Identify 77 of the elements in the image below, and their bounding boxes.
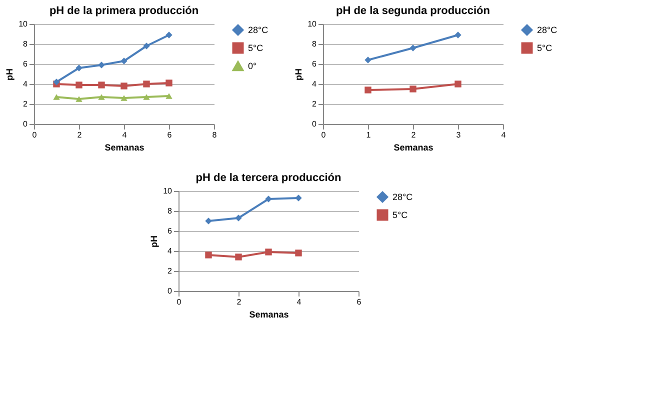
y-tick-label: 8	[168, 206, 173, 216]
point	[364, 56, 372, 64]
legend-label: 28°C	[537, 25, 558, 35]
legend-label: 28°C	[248, 25, 269, 35]
point	[120, 58, 128, 64]
point	[143, 42, 150, 50]
point	[143, 80, 150, 88]
y-tick-label: 0	[23, 120, 28, 128]
point	[120, 95, 128, 101]
y-tick-label: 10	[163, 186, 173, 196]
x-tick-label: 4	[122, 130, 128, 140]
x-tick-label: 0	[321, 130, 326, 140]
chart-title: pH de la primera producción	[49, 5, 199, 17]
x-axis-title: Semanas	[104, 142, 144, 152]
x-tick-label: 8	[212, 130, 218, 140]
point	[205, 218, 212, 224]
point	[76, 96, 82, 102]
point	[166, 80, 172, 86]
legend-label: 5°C	[537, 43, 553, 53]
x-tick-label: 2	[411, 130, 416, 140]
x-tick-label: 2	[236, 298, 242, 306]
x-tick-label: 4	[296, 298, 302, 306]
y-axis-title: pH	[294, 68, 304, 80]
y-tick-label: 2	[23, 100, 28, 108]
point	[53, 94, 60, 100]
y-tick-label: 0	[312, 120, 318, 128]
x-tick-label: 2	[77, 130, 82, 140]
y-axis-title: pH	[4, 68, 15, 80]
y-tick-label: 0	[168, 286, 173, 296]
y-tick-label: 6	[312, 60, 318, 68]
legend-label: 28°C	[392, 192, 414, 202]
x-tick-label: 3	[456, 130, 462, 140]
legend-label: 5°C	[248, 43, 264, 53]
chart-title: pH de la tercera producción	[196, 172, 342, 184]
y-tick-label: 8	[312, 40, 318, 48]
y-axis-title: pH	[149, 236, 160, 248]
point	[364, 86, 372, 94]
y-tick-label: 10	[18, 20, 28, 28]
point	[98, 62, 105, 68]
point	[295, 194, 302, 202]
point	[235, 214, 242, 222]
y-tick-label: 6	[23, 60, 28, 68]
y-tick-label: 2	[168, 266, 173, 276]
legend-label: 5°C	[392, 210, 408, 220]
point	[295, 250, 302, 256]
y-tick-label: 2	[312, 100, 318, 108]
y-tick-label: 10	[308, 20, 318, 28]
y-tick-label: 4	[23, 80, 28, 88]
point	[410, 44, 416, 52]
legend-label: 0°	[248, 61, 258, 71]
point	[166, 32, 172, 38]
x-tick-label: 4	[501, 130, 506, 140]
point	[166, 93, 172, 99]
y-tick-label: 4	[312, 80, 318, 88]
x-axis-title: Semanas	[394, 142, 434, 152]
point	[120, 82, 128, 90]
x-axis-title: Semanas	[249, 310, 289, 320]
point	[454, 32, 462, 38]
x-tick-label: 1	[366, 130, 372, 140]
point	[265, 248, 272, 256]
point	[454, 80, 462, 88]
y-tick-label: 4	[168, 246, 173, 256]
x-tick-label: 6	[356, 298, 362, 306]
y-tick-label: 6	[168, 226, 173, 236]
point	[143, 94, 150, 100]
point	[76, 82, 82, 88]
point	[235, 254, 242, 260]
point	[98, 94, 105, 100]
chart-title: pH de la segunda producción	[336, 5, 490, 17]
point	[205, 252, 212, 258]
y-tick-label: 8	[23, 40, 28, 48]
point	[410, 86, 416, 92]
point	[98, 82, 105, 88]
x-tick-label: 0	[32, 130, 38, 140]
point	[76, 64, 82, 72]
x-tick-label: 0	[176, 298, 182, 306]
point	[265, 196, 272, 202]
